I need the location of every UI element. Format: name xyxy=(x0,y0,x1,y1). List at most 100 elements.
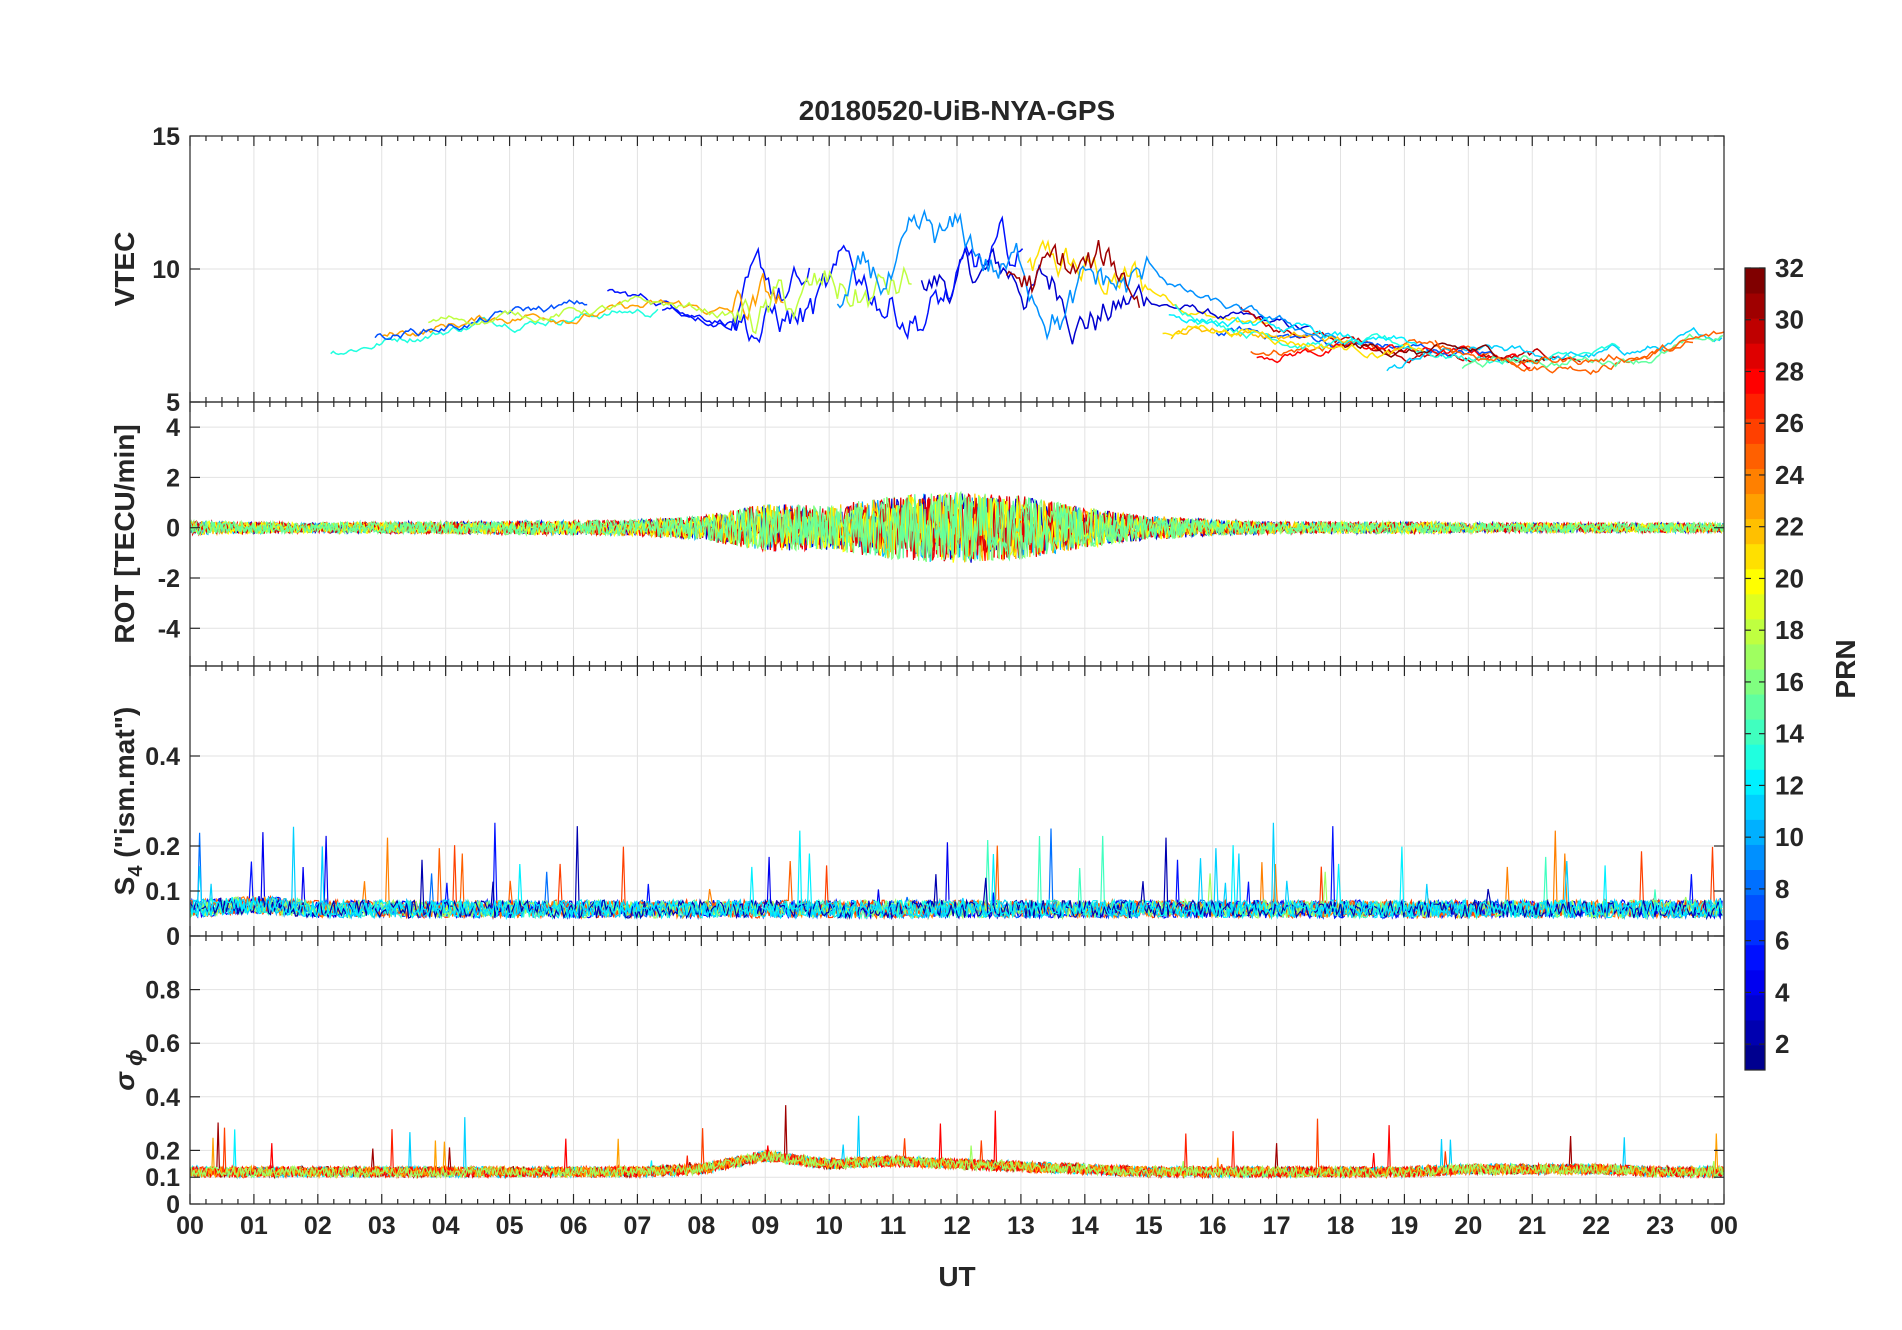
y-tick-label: 15 xyxy=(152,123,180,151)
y-tick-label: -2 xyxy=(158,565,180,593)
colorbar-segment xyxy=(1745,393,1765,419)
colorbar-segment xyxy=(1745,744,1765,770)
x-tick-label: 01 xyxy=(240,1212,268,1240)
y-axis-label: σ ϕ xyxy=(109,1049,147,1090)
colorbar-segment xyxy=(1745,969,1765,996)
rot-trace xyxy=(190,492,1724,563)
colorbar-tick-label: 26 xyxy=(1775,408,1804,438)
vtec-trace xyxy=(1005,239,1141,308)
x-tick-label: 03 xyxy=(368,1212,396,1240)
colorbar-segment xyxy=(1745,443,1765,469)
data-traces xyxy=(190,822,1723,921)
x-tick-label: 20 xyxy=(1454,1212,1482,1240)
colorbar-frame xyxy=(1744,267,1766,1071)
colorbar-tick-label: 4 xyxy=(1775,977,1790,1007)
y-tick-label: 0.1 xyxy=(145,878,180,906)
colorbar-segment xyxy=(1745,944,1765,971)
colorbar-segment xyxy=(1745,1019,1765,1046)
colorbar-segment xyxy=(1745,568,1765,595)
data-traces xyxy=(330,208,1724,376)
colorbar-segment xyxy=(1745,593,1765,620)
colorbar-tick-label: 22 xyxy=(1775,512,1804,542)
y-tick-label: 2 xyxy=(166,464,180,492)
colorbar-segment xyxy=(1745,994,1765,1021)
colorbar-segment xyxy=(1745,819,1765,845)
colorbar-segment xyxy=(1745,869,1765,896)
colorbar-tick-label: 18 xyxy=(1775,615,1804,645)
colorbar-tick-label: 6 xyxy=(1775,926,1789,956)
colorbar-segment xyxy=(1745,643,1765,670)
colorbar-segment xyxy=(1745,418,1765,444)
y-tick-label: 4 xyxy=(166,414,180,442)
colorbar-segment xyxy=(1745,669,1765,695)
x-tick-label: 13 xyxy=(1007,1212,1035,1240)
s4-trace xyxy=(190,826,1723,921)
colorbar-segment xyxy=(1745,1044,1765,1071)
s4-trace xyxy=(190,830,1723,921)
colorbar-tick-label: 20 xyxy=(1775,563,1804,593)
vtec-trace xyxy=(1026,239,1271,325)
x-tick-label: 23 xyxy=(1646,1212,1674,1240)
y-tick-label: 5 xyxy=(166,389,180,417)
colorbar-label: PRN xyxy=(1830,639,1861,698)
colorbar-segment xyxy=(1745,694,1765,720)
vtec-trace xyxy=(1174,304,1621,365)
colorbar-tick-label: 12 xyxy=(1775,770,1804,800)
x-tick-label: 04 xyxy=(432,1212,460,1240)
x-tick-label: 10 xyxy=(815,1212,843,1240)
colorbar-segment xyxy=(1745,543,1765,570)
colorbar-tick-label: 14 xyxy=(1775,719,1804,749)
panel-vtec: 5 10 15 VTEC xyxy=(109,123,1725,417)
x-tick-label: 19 xyxy=(1391,1212,1419,1240)
vtec-trace xyxy=(836,208,1337,341)
y-tick-label: 0.4 xyxy=(145,1084,180,1112)
vtec-trace xyxy=(1386,326,1723,372)
colorbar-segment xyxy=(1745,618,1765,645)
x-tick-label: 07 xyxy=(624,1212,652,1240)
y-axis-label: VTEC xyxy=(109,232,140,307)
vtec-trace xyxy=(330,308,659,356)
colorbar-segment xyxy=(1745,518,1765,545)
y-tick-label: -4 xyxy=(158,615,180,643)
x-tick-label: 06 xyxy=(560,1212,588,1240)
colorbar-tick-label: 28 xyxy=(1775,356,1804,386)
colorbar-segment xyxy=(1745,794,1765,820)
y-tick-label: 0.8 xyxy=(145,977,180,1005)
x-tick-label: 22 xyxy=(1582,1212,1610,1240)
colorbar-segment xyxy=(1745,719,1765,745)
x-tick-label: 08 xyxy=(687,1212,715,1240)
vtec-trace xyxy=(1250,338,1694,376)
y-axis-label: ROT [TECU/min] xyxy=(109,424,140,643)
colorbar-segment xyxy=(1745,368,1765,394)
x-tick-label: 11 xyxy=(880,1212,907,1240)
x-axis-label: UT xyxy=(938,1261,975,1292)
data-traces xyxy=(190,1105,1724,1180)
x-tick-label: 21 xyxy=(1518,1212,1546,1240)
x-tick-label: 15 xyxy=(1135,1212,1163,1240)
x-tick-label: 17 xyxy=(1263,1212,1291,1240)
vtec-trace xyxy=(1162,324,1424,359)
y-tick-label: 0.2 xyxy=(145,833,180,861)
colorbar-segment xyxy=(1745,318,1765,344)
panel-rot: -4 -2 0 2 4 ROT [TECU/min] xyxy=(109,401,1725,667)
x-tick-label: 09 xyxy=(751,1212,779,1240)
vtec-trace xyxy=(428,265,912,335)
x-tick-label: 00 xyxy=(1710,1212,1738,1240)
x-tick-label: 18 xyxy=(1327,1212,1355,1240)
panel-s4: 0 0.1 0.2 0.4S4 ("ism.mat") xyxy=(109,665,1725,951)
y-tick-label: 0.2 xyxy=(145,1137,180,1165)
sigma-phi-trace xyxy=(190,1145,1724,1180)
vtec-trace xyxy=(1168,314,1418,346)
colorbar-tick-label: 8 xyxy=(1775,874,1789,904)
colorbar-segment xyxy=(1745,343,1765,369)
colorbar-segment xyxy=(1745,769,1765,795)
y-tick-label: 0.6 xyxy=(145,1030,180,1058)
rot-trace xyxy=(190,492,1724,562)
y-tick-label: 0 xyxy=(166,923,180,951)
y-tick-label: 0.4 xyxy=(145,743,180,771)
colorbar-segment xyxy=(1745,919,1765,946)
colorbar-segment xyxy=(1745,468,1765,495)
